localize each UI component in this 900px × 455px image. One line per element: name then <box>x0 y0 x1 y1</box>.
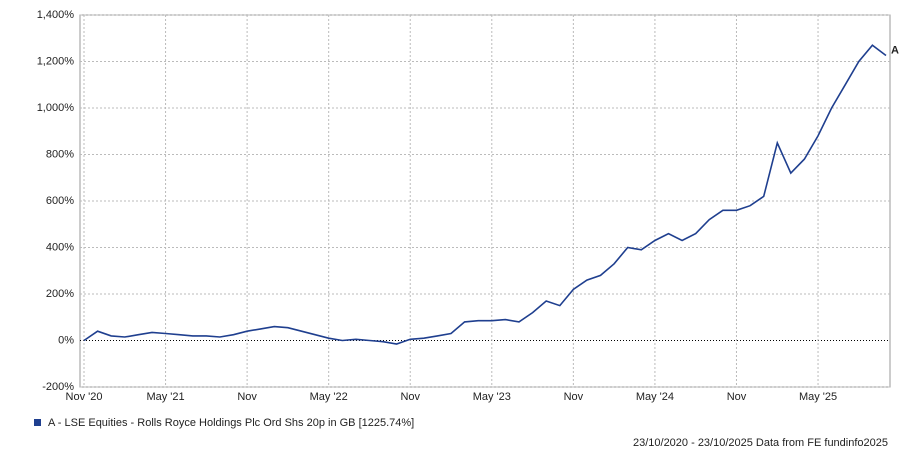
y-tick-label: 1,400% <box>37 9 75 21</box>
end-label: A <box>891 44 899 56</box>
y-tick-label: 200% <box>46 288 74 300</box>
x-tick-label: May '24 <box>636 391 674 403</box>
x-tick-label: May '23 <box>473 391 511 403</box>
y-tick-label: 600% <box>46 195 74 207</box>
y-tick-label: 1,000% <box>37 102 75 114</box>
y-tick-label: 400% <box>46 241 74 253</box>
y-tick-label: 0% <box>58 334 74 346</box>
y-tick-label: 800% <box>46 148 74 160</box>
x-tick-label: Nov <box>237 391 257 403</box>
x-tick-label: Nov <box>400 391 420 403</box>
x-tick-label: May '21 <box>146 391 184 403</box>
x-tick-label: Nov '20 <box>66 391 103 403</box>
legend-label: A - LSE Equities - Rolls Royce Holdings … <box>48 417 414 429</box>
x-tick-label: May '25 <box>799 391 837 403</box>
y-tick-label: 1,200% <box>37 55 75 67</box>
series-line <box>83 44 887 345</box>
x-tick-label: Nov <box>564 391 584 403</box>
x-tick-label: May '22 <box>310 391 348 403</box>
legend-swatch <box>34 419 41 426</box>
y-tick-label: -200% <box>42 381 74 393</box>
x-tick-label: Nov <box>727 391 747 403</box>
footer: 23/10/2020 - 23/10/2025 Data from FE fun… <box>633 437 888 449</box>
